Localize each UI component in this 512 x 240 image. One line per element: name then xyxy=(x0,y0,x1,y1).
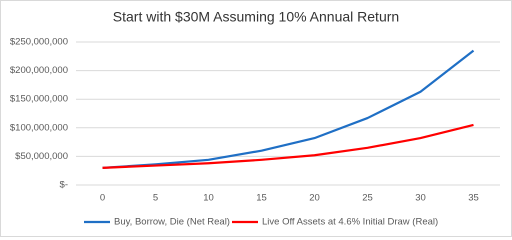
x-tick-label: 35 xyxy=(468,193,479,204)
x-tick-label: 30 xyxy=(415,193,426,204)
y-tick-label: $50,000,000 xyxy=(15,151,68,162)
y-tick-label: $250,000,000 xyxy=(10,37,68,48)
series-line xyxy=(102,123,474,169)
legend-label: Live Off Assets at 4.6% Initial Draw (Re… xyxy=(262,217,438,228)
y-tick-label: $- xyxy=(60,180,68,191)
x-tick-label: 0 xyxy=(100,193,105,204)
chart-title: Start with $30M Assuming 10% Annual Retu… xyxy=(113,9,399,25)
y-tick-label: $150,000,000 xyxy=(10,94,68,105)
x-tick-label: 15 xyxy=(256,193,267,204)
legend-label: Buy, Borrow, Die (Net Real) xyxy=(114,217,230,228)
x-tick-label: 25 xyxy=(362,193,373,204)
y-tick-label: $100,000,000 xyxy=(10,122,68,133)
series-line xyxy=(102,49,475,169)
x-tick-label: 20 xyxy=(309,193,320,204)
x-tick-label: 10 xyxy=(203,193,214,204)
x-tick-label: 5 xyxy=(153,193,158,204)
y-tick-label: $200,000,000 xyxy=(10,65,68,76)
